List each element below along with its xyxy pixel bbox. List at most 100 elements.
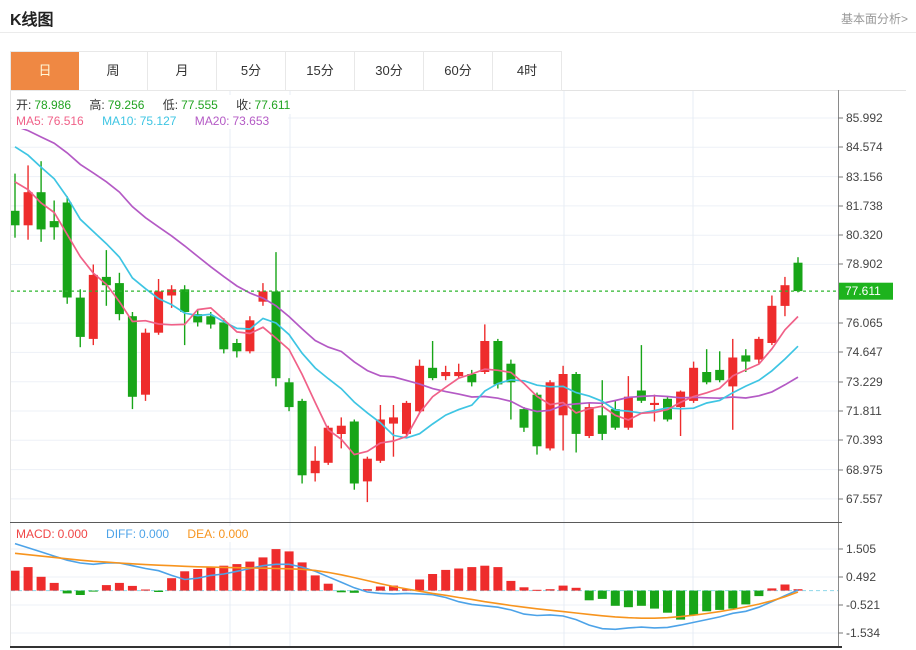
fundamental-analysis-link[interactable]: 基本面分析> bbox=[840, 12, 908, 26]
candle[interactable] bbox=[754, 338, 764, 360]
candle[interactable] bbox=[297, 400, 307, 476]
candle[interactable] bbox=[702, 372, 712, 383]
macd-bar[interactable] bbox=[741, 590, 751, 605]
candle[interactable] bbox=[584, 407, 594, 436]
macd-bar[interactable] bbox=[754, 590, 764, 597]
macd-bar[interactable] bbox=[10, 570, 20, 591]
macd-bar[interactable] bbox=[454, 568, 464, 591]
candle[interactable] bbox=[597, 415, 607, 434]
candle[interactable] bbox=[402, 402, 411, 434]
candle[interactable] bbox=[88, 274, 98, 339]
macd-bar[interactable] bbox=[180, 571, 190, 591]
macd-bar[interactable] bbox=[271, 549, 281, 591]
candle[interactable] bbox=[75, 297, 85, 337]
macd-bar[interactable] bbox=[467, 567, 477, 591]
macd-bar[interactable] bbox=[62, 590, 72, 594]
macd-bar[interactable] bbox=[389, 585, 398, 591]
candle[interactable] bbox=[62, 202, 72, 298]
macd-bar[interactable] bbox=[780, 584, 790, 591]
macd-bar[interactable] bbox=[650, 590, 659, 609]
candle[interactable] bbox=[375, 419, 385, 461]
macd-bar[interactable] bbox=[519, 587, 529, 591]
candle[interactable] bbox=[545, 382, 555, 449]
macd-bar[interactable] bbox=[441, 569, 451, 591]
candle[interactable] bbox=[167, 289, 177, 296]
macd-bar[interactable] bbox=[232, 564, 242, 591]
macd-bar[interactable] bbox=[114, 582, 124, 591]
candle[interactable] bbox=[245, 320, 255, 352]
macd-bar[interactable] bbox=[88, 590, 98, 592]
macd-bar[interactable] bbox=[584, 590, 594, 601]
candle[interactable] bbox=[558, 374, 568, 416]
candle[interactable] bbox=[715, 369, 725, 381]
macd-bar[interactable] bbox=[545, 589, 555, 591]
candle[interactable] bbox=[271, 291, 281, 379]
tab-day[interactable]: 日 bbox=[11, 52, 79, 90]
candle[interactable] bbox=[310, 460, 320, 474]
candle[interactable] bbox=[793, 262, 803, 292]
candle[interactable] bbox=[323, 427, 333, 463]
macd-bar[interactable] bbox=[597, 590, 607, 599]
tab-week[interactable]: 周 bbox=[79, 52, 148, 90]
candle[interactable] bbox=[467, 374, 477, 383]
candle[interactable] bbox=[10, 210, 20, 226]
candle[interactable] bbox=[141, 332, 150, 395]
macd-bar[interactable] bbox=[206, 567, 216, 591]
tab-5min[interactable]: 5分 bbox=[217, 52, 286, 90]
macd-bar[interactable] bbox=[558, 585, 568, 591]
tab-30min[interactable]: 30分 bbox=[355, 52, 424, 90]
macd-bar[interactable] bbox=[141, 589, 150, 591]
tab-15min[interactable]: 15分 bbox=[286, 52, 355, 90]
candle[interactable] bbox=[480, 341, 490, 372]
candle[interactable] bbox=[610, 409, 620, 428]
macd-bar[interactable] bbox=[702, 590, 712, 612]
tab-60min[interactable]: 60分 bbox=[424, 52, 493, 90]
macd-bar[interactable] bbox=[219, 565, 229, 591]
candle[interactable] bbox=[180, 289, 190, 312]
candle[interactable] bbox=[493, 341, 503, 385]
candle[interactable] bbox=[193, 314, 203, 323]
macd-bar[interactable] bbox=[402, 589, 411, 591]
macd-bar[interactable] bbox=[336, 590, 346, 593]
macd-bar[interactable] bbox=[375, 586, 385, 591]
macd-bar[interactable] bbox=[623, 590, 633, 608]
candle[interactable] bbox=[767, 305, 777, 343]
candle[interactable] bbox=[441, 372, 451, 377]
candle[interactable] bbox=[219, 322, 229, 350]
macd-bar[interactable] bbox=[532, 589, 542, 591]
candle[interactable] bbox=[362, 458, 372, 482]
candle[interactable] bbox=[114, 283, 124, 315]
candle[interactable] bbox=[780, 285, 790, 306]
macd-bar[interactable] bbox=[49, 582, 59, 591]
candle[interactable] bbox=[519, 409, 529, 428]
macd-bar[interactable] bbox=[154, 590, 164, 592]
candle[interactable] bbox=[232, 343, 242, 352]
macd-bar[interactable] bbox=[793, 589, 803, 591]
candle[interactable] bbox=[206, 316, 216, 325]
candle[interactable] bbox=[689, 367, 699, 401]
candle[interactable] bbox=[49, 221, 59, 228]
candle[interactable] bbox=[728, 357, 738, 387]
macd-bar[interactable] bbox=[728, 590, 738, 609]
macd-bar[interactable] bbox=[167, 578, 177, 591]
macd-bar[interactable] bbox=[193, 569, 203, 591]
macd-bar[interactable] bbox=[127, 585, 137, 591]
macd-bar[interactable] bbox=[101, 585, 111, 591]
candle[interactable] bbox=[154, 291, 164, 333]
candle[interactable] bbox=[284, 382, 294, 408]
candle[interactable] bbox=[623, 396, 633, 428]
macd-bar[interactable] bbox=[245, 561, 255, 591]
candle[interactable] bbox=[676, 391, 686, 408]
macd-bar[interactable] bbox=[258, 557, 268, 591]
candle[interactable] bbox=[23, 192, 33, 226]
macd-bar[interactable] bbox=[415, 579, 425, 591]
macd-bar[interactable] bbox=[506, 580, 516, 591]
candle[interactable] bbox=[36, 192, 46, 230]
candle[interactable] bbox=[454, 372, 464, 377]
candle[interactable] bbox=[650, 402, 659, 405]
macd-bar[interactable] bbox=[493, 567, 503, 591]
macd-bar[interactable] bbox=[323, 583, 333, 591]
macd-bar[interactable] bbox=[663, 590, 672, 613]
macd-bar[interactable] bbox=[284, 551, 294, 591]
